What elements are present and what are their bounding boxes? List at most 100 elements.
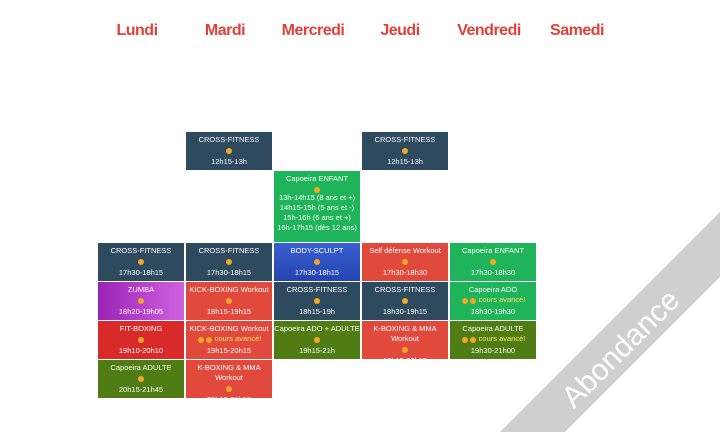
class-title: CROSS-FITNESS	[374, 285, 436, 294]
class-block: KICK-BOXING Workout cours avancé! 19h15-20…	[186, 321, 272, 359]
icon	[138, 375, 144, 382]
icon	[226, 385, 232, 392]
icon	[138, 297, 144, 304]
class-time: 15h-16h (6 ans et +)	[283, 213, 351, 222]
class-block: CROSS-FITNESS 12h15-13h	[362, 132, 448, 170]
icon	[138, 336, 144, 343]
class-note: cours avancé!	[214, 334, 262, 343]
class-title: CROSS-FITNESS	[110, 246, 172, 255]
icon	[402, 346, 408, 353]
icon-row	[362, 145, 448, 154]
class-block: CROSS-FITNESS 17h30-18h15	[186, 243, 272, 281]
icon	[461, 336, 468, 343]
day-header: Samedi	[550, 22, 604, 39]
day-header: Lundi	[116, 22, 158, 39]
class-title: K-BOXING & MMA Workout	[373, 324, 437, 343]
icon-row: cours avancé!	[186, 334, 272, 343]
day-header: Mercredi	[281, 22, 345, 39]
icon-row: cours avancé!	[450, 334, 536, 343]
icon-row	[98, 334, 184, 343]
class-title: CROSS-FITNESS	[198, 135, 260, 144]
class-block: Capoeira ADO + ADULTE 19h15-21h	[274, 321, 360, 359]
class-time: 17h30-18h15	[294, 268, 340, 277]
class-block: KICK-BOXING Workout 18h15-19h15	[186, 282, 272, 320]
icon	[314, 186, 320, 193]
class-title: ZUMBA	[127, 285, 155, 294]
class-time: 18h30-19h30	[470, 307, 516, 316]
class-block: FIT-BOXING 19h10-20h10	[98, 321, 184, 359]
class-time: 19h10-20h10	[118, 346, 164, 355]
class-time: 20h15-21h45	[118, 385, 164, 394]
class-title: Capoeira ENFANT	[285, 174, 349, 183]
class-block: K-BOXING & MMA Workout 20h15-21h15	[186, 360, 272, 398]
class-time: 18h20-19h05	[118, 307, 164, 316]
icon-row	[274, 334, 360, 343]
class-time: 12h15-13h	[387, 157, 423, 166]
class-block: ZUMBA 18h20-19h05	[98, 282, 184, 320]
class-time: 12h15-13h	[211, 157, 247, 166]
class-time: 17h30-18h30	[382, 268, 428, 277]
icon	[226, 258, 232, 265]
class-title: Capoeira ADULTE	[462, 324, 524, 333]
class-title: KICK-BOXING Workout	[189, 324, 269, 333]
icon	[314, 336, 320, 343]
class-time: 17h30-18h15	[118, 268, 164, 277]
class-title: Capoeira ADO + ADULTE	[274, 324, 360, 333]
class-time: 13h-14h15 (8 ans et +)	[278, 193, 356, 202]
class-title: Self défense Workout	[369, 246, 441, 255]
icon-row	[186, 383, 272, 392]
class-time: 14h15-15h (5 ans et -)	[279, 203, 355, 212]
class-title: K-BOXING & MMA Workout	[197, 363, 261, 382]
class-title: CROSS-FITNESS	[286, 285, 348, 294]
icon-row: cours avancé!	[450, 295, 536, 304]
class-title: CROSS-FITNESS	[374, 135, 436, 144]
class-block: CROSS-FITNESS 18h15-19h	[274, 282, 360, 320]
class-block: BODY-SCULPT 17h30-18h15	[274, 243, 360, 281]
class-title: Capoeira ADO	[468, 285, 518, 294]
icon-row	[186, 145, 272, 154]
class-title: Capoeira ENFANT	[461, 246, 525, 255]
icon	[469, 297, 476, 304]
icon	[402, 147, 408, 154]
icon-row	[362, 256, 448, 265]
class-title: FIT-BOXING	[119, 324, 163, 333]
icon	[490, 258, 496, 265]
icon	[402, 297, 408, 304]
icon	[314, 297, 320, 304]
class-time: 19h15-21h	[299, 346, 335, 355]
class-block: CROSS-FITNESS 17h30-18h15	[98, 243, 184, 281]
class-time: 20h15-21h15	[186, 395, 272, 398]
class-block: Capoeira ENFANT 17h30-18h30	[450, 243, 536, 281]
class-title: KICK-BOXING Workout	[189, 285, 269, 294]
class-block: Capoeira ADO cours avancé! 18h30-19h30	[450, 282, 536, 320]
icon	[226, 147, 232, 154]
icon-row	[274, 256, 360, 265]
icon-row	[362, 295, 448, 304]
icon-row	[274, 295, 360, 304]
class-block: CROSS-FITNESS 12h15-13h	[186, 132, 272, 170]
class-time: 18h15-19h	[299, 307, 335, 316]
watermark-band	[500, 212, 720, 432]
class-block: Self défense Workout 17h30-18h30	[362, 243, 448, 281]
icon-row	[186, 295, 272, 304]
class-note: cours avancé!	[478, 295, 526, 304]
icon	[226, 297, 232, 304]
icon	[205, 336, 212, 343]
icon-row	[274, 184, 360, 193]
icon-row	[450, 256, 536, 265]
watermark-text: Abondance	[556, 284, 687, 415]
class-time: 16h-17h15 (dès 12 ans)	[277, 223, 357, 232]
class-block: Capoeira ADULTE cours avancé! 19h30-21h00	[450, 321, 536, 359]
icon	[469, 336, 476, 343]
day-header: Vendredi	[457, 22, 521, 39]
class-time: 19h30-21h00	[470, 346, 516, 355]
class-block: CROSS-FITNESS 18h30-19h15	[362, 282, 448, 320]
icon	[138, 258, 144, 265]
class-time: 19h15-20h15	[206, 346, 252, 355]
class-title: BODY-SCULPT	[290, 246, 344, 255]
icon	[402, 258, 408, 265]
icon-row	[98, 256, 184, 265]
class-block: Capoeira ADULTE 20h15-21h45	[98, 360, 184, 398]
